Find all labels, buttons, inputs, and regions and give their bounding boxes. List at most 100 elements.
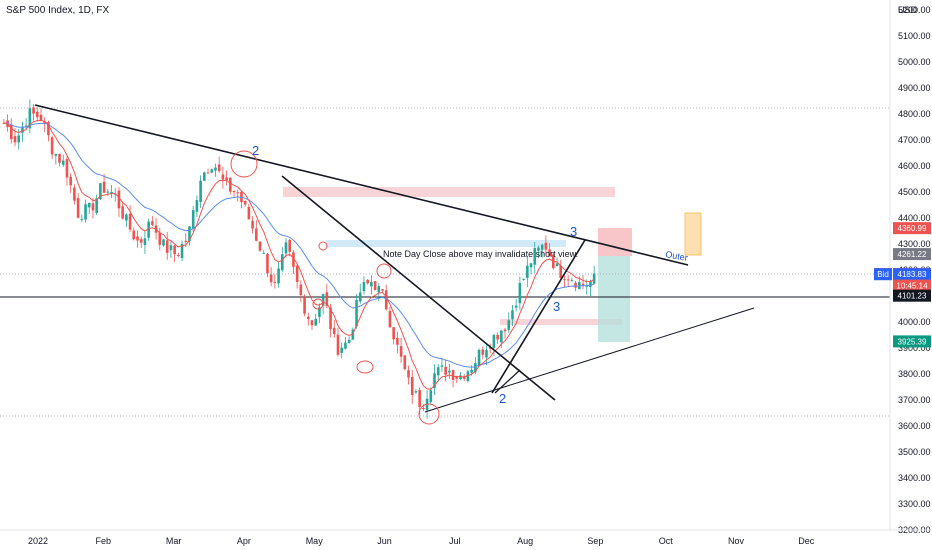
candle-body (511, 310, 514, 320)
candle-body (180, 243, 184, 259)
candle-body (191, 210, 195, 229)
x-tick-label: Feb (96, 536, 112, 546)
candle-body (295, 265, 299, 282)
candle-body (355, 299, 358, 327)
price-label: 10:45:14 (896, 282, 928, 291)
candle-body (544, 242, 548, 250)
y-tick-label: 4400.00 (898, 213, 931, 223)
price-label: 4360.99 (898, 224, 927, 233)
price-labels: 4360.994261.224184.43Ask4183.83Bid10:45:… (874, 222, 931, 348)
candle-body (125, 214, 128, 221)
candle-body (384, 290, 388, 310)
trendline-down-steep (281, 175, 556, 401)
price-label-box (893, 268, 931, 281)
candle-body (555, 263, 559, 267)
trendline-short (494, 369, 521, 394)
candles (2, 99, 596, 419)
wave-label-3-top: 3 (570, 224, 577, 239)
chart-title: S&P 500 Index, 1D, FX (6, 5, 110, 16)
candle-body (366, 279, 369, 284)
candle-body (184, 240, 188, 242)
candle-body (266, 253, 269, 274)
candle-body (373, 281, 377, 291)
note-zone (326, 240, 566, 247)
y-tick-label: 4600.00 (898, 161, 931, 171)
candle-body (236, 192, 240, 194)
candle-body (522, 278, 525, 280)
candle-body (381, 289, 384, 291)
candle-body (566, 279, 570, 281)
candle-body (407, 370, 410, 378)
candle-body (76, 198, 80, 218)
candle-body (533, 248, 537, 265)
candle-body (177, 254, 180, 256)
wave-label-3-mid: 3 (553, 299, 560, 314)
candle-body (221, 174, 225, 180)
candle-body (199, 180, 202, 202)
candle-body (492, 335, 496, 348)
candle-body (284, 242, 288, 254)
candle-body (459, 375, 462, 380)
time-axis: 2022 Feb Mar Apr May Jun Jul Aug Sep Oct Nov Dec (28, 536, 815, 546)
y-tick-label: 3900.00 (898, 343, 931, 353)
candle-body (188, 226, 191, 242)
candle-body (537, 247, 540, 251)
candle-body (151, 221, 154, 225)
y-tick-label: 4000.00 (898, 317, 931, 327)
candle-body (128, 213, 132, 230)
candle-body (35, 111, 39, 118)
candle-body (24, 125, 28, 127)
candle-body (570, 280, 574, 282)
trendline-up-support (424, 307, 755, 413)
candle-body (321, 294, 325, 306)
candle-body (13, 136, 17, 143)
candle-body (433, 373, 436, 389)
candle-body (474, 363, 477, 373)
candle-body (518, 282, 522, 304)
candle-body (61, 160, 65, 165)
candle-body (258, 241, 262, 251)
candle-body (136, 236, 139, 241)
candle-body (548, 249, 551, 257)
candle-body (318, 307, 321, 317)
y-tick-label: 4500.00 (898, 187, 931, 197)
candle-body (195, 200, 199, 212)
note-annotation: Note Day Close above may invalidate shor… (383, 249, 578, 259)
candle-body (173, 245, 176, 254)
price-tag-label: Bid (877, 270, 889, 279)
currency-label: USD (898, 5, 918, 15)
candle-body (581, 283, 585, 287)
x-tick-label: Sep (587, 536, 603, 546)
candle-body (251, 220, 254, 229)
y-tick-label: 3300.00 (898, 499, 931, 509)
candle-body (95, 198, 98, 213)
candle-body (529, 263, 533, 268)
circle-june-top (376, 263, 392, 279)
candle-body (288, 239, 292, 252)
candle-body (481, 349, 485, 355)
price-label-box (893, 248, 931, 261)
candle-body (147, 221, 150, 238)
candle-body (340, 347, 343, 353)
trendline-down-main (34, 104, 689, 266)
x-tick-label: 2022 (28, 536, 48, 546)
candle-body (43, 121, 46, 124)
candle-body (225, 177, 228, 181)
candle-body (448, 370, 451, 373)
x-tick-label: Aug (517, 536, 533, 546)
candle-body (229, 177, 232, 192)
candle-body (377, 286, 381, 293)
candle-body (477, 349, 481, 366)
candle-body (87, 203, 91, 208)
candle-body (592, 273, 596, 284)
candle-body (280, 254, 284, 271)
x-tick-label: Jun (377, 536, 392, 546)
candle-body (526, 265, 529, 278)
demand-zone (500, 319, 622, 325)
candle-body (47, 122, 50, 136)
candle-body (165, 240, 169, 253)
circle-may-top (318, 241, 328, 251)
candle-body (559, 265, 563, 278)
candle-body (396, 337, 399, 345)
